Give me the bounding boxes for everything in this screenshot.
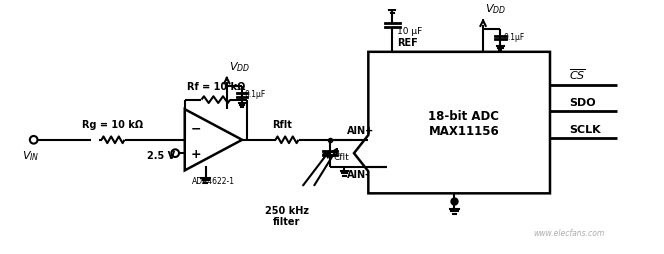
Text: AIN-: AIN-: [347, 170, 371, 180]
Text: REF: REF: [397, 38, 418, 48]
Text: 250 kHz
filter: 250 kHz filter: [265, 205, 309, 227]
Text: +: +: [191, 147, 201, 160]
Text: ADA4622-1: ADA4622-1: [193, 177, 236, 185]
Text: Rflt: Rflt: [272, 120, 292, 130]
Text: SCLK: SCLK: [569, 124, 601, 135]
Text: AIN+: AIN+: [347, 125, 374, 135]
Text: 0.1μF: 0.1μF: [245, 90, 266, 99]
Text: $V_{IN}$: $V_{IN}$: [22, 149, 40, 162]
Text: Cflt: Cflt: [334, 153, 350, 162]
Text: $\overline{CS}$: $\overline{CS}$: [569, 68, 586, 82]
Text: 0.1μF: 0.1μF: [503, 33, 525, 42]
Text: 10 μF: 10 μF: [397, 27, 422, 36]
Text: SDO: SDO: [569, 98, 596, 108]
Text: −: −: [191, 122, 201, 135]
Text: 18-bit ADC
MAX11156: 18-bit ADC MAX11156: [428, 109, 499, 137]
Text: Rg = 10 kΩ: Rg = 10 kΩ: [82, 120, 143, 130]
Text: $V_{DD}$: $V_{DD}$: [485, 3, 506, 17]
Text: Rf = 10 kΩ: Rf = 10 kΩ: [187, 82, 245, 92]
Text: 2.5 V: 2.5 V: [147, 150, 175, 161]
Text: $V_{DD}$: $V_{DD}$: [228, 60, 250, 74]
Text: www.elecfans.com: www.elecfans.com: [533, 229, 605, 237]
